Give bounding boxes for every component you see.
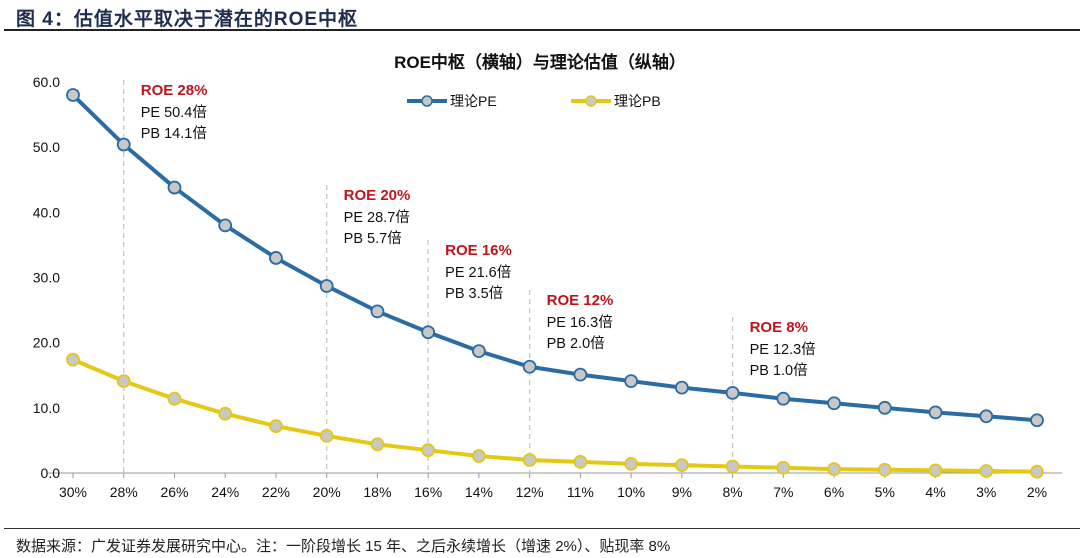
- x-tick-label: 26%: [160, 484, 188, 500]
- data-point-pb: [218, 406, 233, 421]
- x-tick-label: 2%: [1027, 484, 1047, 500]
- x-tick-label: 14%: [465, 484, 493, 500]
- annotation-pb: PB 3.5倍: [445, 285, 503, 302]
- data-point-pb: [725, 459, 740, 474]
- annotation-pe: PE 28.7倍: [344, 209, 410, 226]
- figure-title: 图 4：估值水平取决于潜在的ROE中枢: [16, 9, 359, 30]
- data-point-pb: [573, 455, 588, 469]
- y-tick-label: 40.0: [33, 204, 60, 220]
- annotation-pb: PB 5.7倍: [344, 230, 402, 247]
- legend-label-pe: 理论PE: [450, 93, 497, 109]
- data-point-pe: [1030, 413, 1044, 428]
- data-point-pe: [928, 405, 943, 420]
- y-tick-label: 20.0: [33, 335, 60, 351]
- data-point-pe: [979, 409, 994, 424]
- data-point-pb: [471, 449, 486, 463]
- data-point-pe: [471, 344, 486, 359]
- chart-title: ROE中枢（横轴）与理论估值（纵轴）: [394, 52, 686, 72]
- legend-label-pb: 理论PB: [614, 93, 661, 109]
- annotation-roe: ROE 28%: [141, 82, 208, 99]
- data-point-pe: [877, 400, 892, 415]
- data-point-pe: [370, 304, 385, 319]
- data-point-pe: [269, 251, 283, 265]
- x-tick-label: 8%: [722, 484, 742, 500]
- data-point-pe: [66, 88, 80, 102]
- data-point-pb: [776, 460, 791, 475]
- x-tick-label: 30%: [59, 484, 87, 500]
- data-point-pe: [573, 367, 588, 382]
- annotation-roe: ROE 16%: [445, 242, 512, 259]
- annotation-pe: PE 21.6倍: [445, 264, 511, 281]
- legend-marker-pb: [585, 95, 597, 107]
- data-point-pb: [319, 428, 334, 443]
- legend-marker-pe: [421, 95, 433, 107]
- annotation-pe: PE 12.3倍: [750, 341, 816, 358]
- data-point-pb: [522, 453, 537, 467]
- data-point-pe: [319, 279, 334, 293]
- annotation-roe: ROE 12%: [547, 292, 614, 309]
- annotation-pb: PB 1.0倍: [750, 362, 808, 379]
- x-tick-label: 5%: [875, 484, 895, 500]
- source-rule: [4, 528, 1080, 529]
- data-point-pb: [827, 462, 841, 476]
- annotation-roe: ROE 8%: [750, 319, 808, 336]
- title-rule: [4, 29, 1080, 31]
- data-point-pe: [725, 385, 740, 400]
- series-line-pb: [72, 357, 1038, 474]
- source-note: 数据来源：广发证券发展研究中心。注：一阶段增长 15 年、之后永续增长（增速 2…: [16, 538, 671, 555]
- x-tick-label: 6%: [824, 484, 844, 500]
- x-tick-label: 11%: [567, 484, 594, 500]
- data-point-pb: [928, 463, 943, 478]
- data-point-pe: [218, 218, 233, 233]
- y-tick-label: 10.0: [33, 400, 60, 416]
- data-point-pb: [269, 419, 283, 433]
- x-tick-label: 7%: [773, 484, 793, 500]
- data-point-pb: [877, 462, 892, 477]
- data-point-pe: [167, 180, 182, 195]
- y-tick-label: 50.0: [33, 139, 60, 155]
- x-tick-label: 12%: [516, 484, 544, 500]
- x-tick-label: 28%: [110, 484, 138, 500]
- data-point-pe: [827, 396, 841, 411]
- data-point-pe: [522, 359, 537, 374]
- data-point-pb: [979, 464, 994, 478]
- annotation-roe: ROE 20%: [344, 187, 411, 204]
- annotation-pe: PE 16.3倍: [547, 314, 613, 331]
- data-point-pb: [624, 456, 639, 471]
- data-point-pb: [116, 374, 131, 389]
- x-tick-label: 4%: [925, 484, 945, 500]
- data-point-pe: [776, 391, 791, 406]
- x-tick-label: 3%: [976, 484, 996, 500]
- x-tick-label: 18%: [363, 484, 391, 500]
- data-point-pb: [421, 443, 436, 458]
- x-tick-label: 20%: [313, 484, 341, 500]
- data-point-pe: [624, 374, 639, 389]
- data-point-pb: [66, 352, 80, 367]
- y-tick-label: 0.0: [41, 465, 61, 481]
- data-point-pb: [167, 391, 182, 406]
- chart: ROE中枢（横轴）与理论估值（纵轴） 0.0 10.0 20.0 30.0 40.0 50…: [33, 52, 1062, 500]
- annotation-pb: PB 2.0倍: [547, 335, 605, 352]
- data-point-pb: [370, 437, 385, 452]
- y-tick-label: 30.0: [33, 270, 60, 286]
- x-tick-label: 16%: [414, 484, 442, 500]
- data-point-pb: [1030, 464, 1044, 479]
- data-point-pe: [421, 325, 436, 340]
- annotation-pe: PE 50.4倍: [141, 104, 207, 121]
- y-tick-label: 60.0: [33, 74, 60, 90]
- data-point-pe: [116, 137, 131, 152]
- annotation-pb: PB 14.1倍: [141, 125, 207, 142]
- x-tick-label: 10%: [617, 484, 645, 500]
- series-line-pe: [71, 93, 1038, 423]
- x-tick-label: 22%: [262, 484, 290, 500]
- x-tick-label: 24%: [211, 484, 239, 500]
- x-tick-label: 9%: [672, 484, 692, 500]
- data-point-pb: [674, 458, 689, 473]
- data-point-pe: [674, 380, 689, 395]
